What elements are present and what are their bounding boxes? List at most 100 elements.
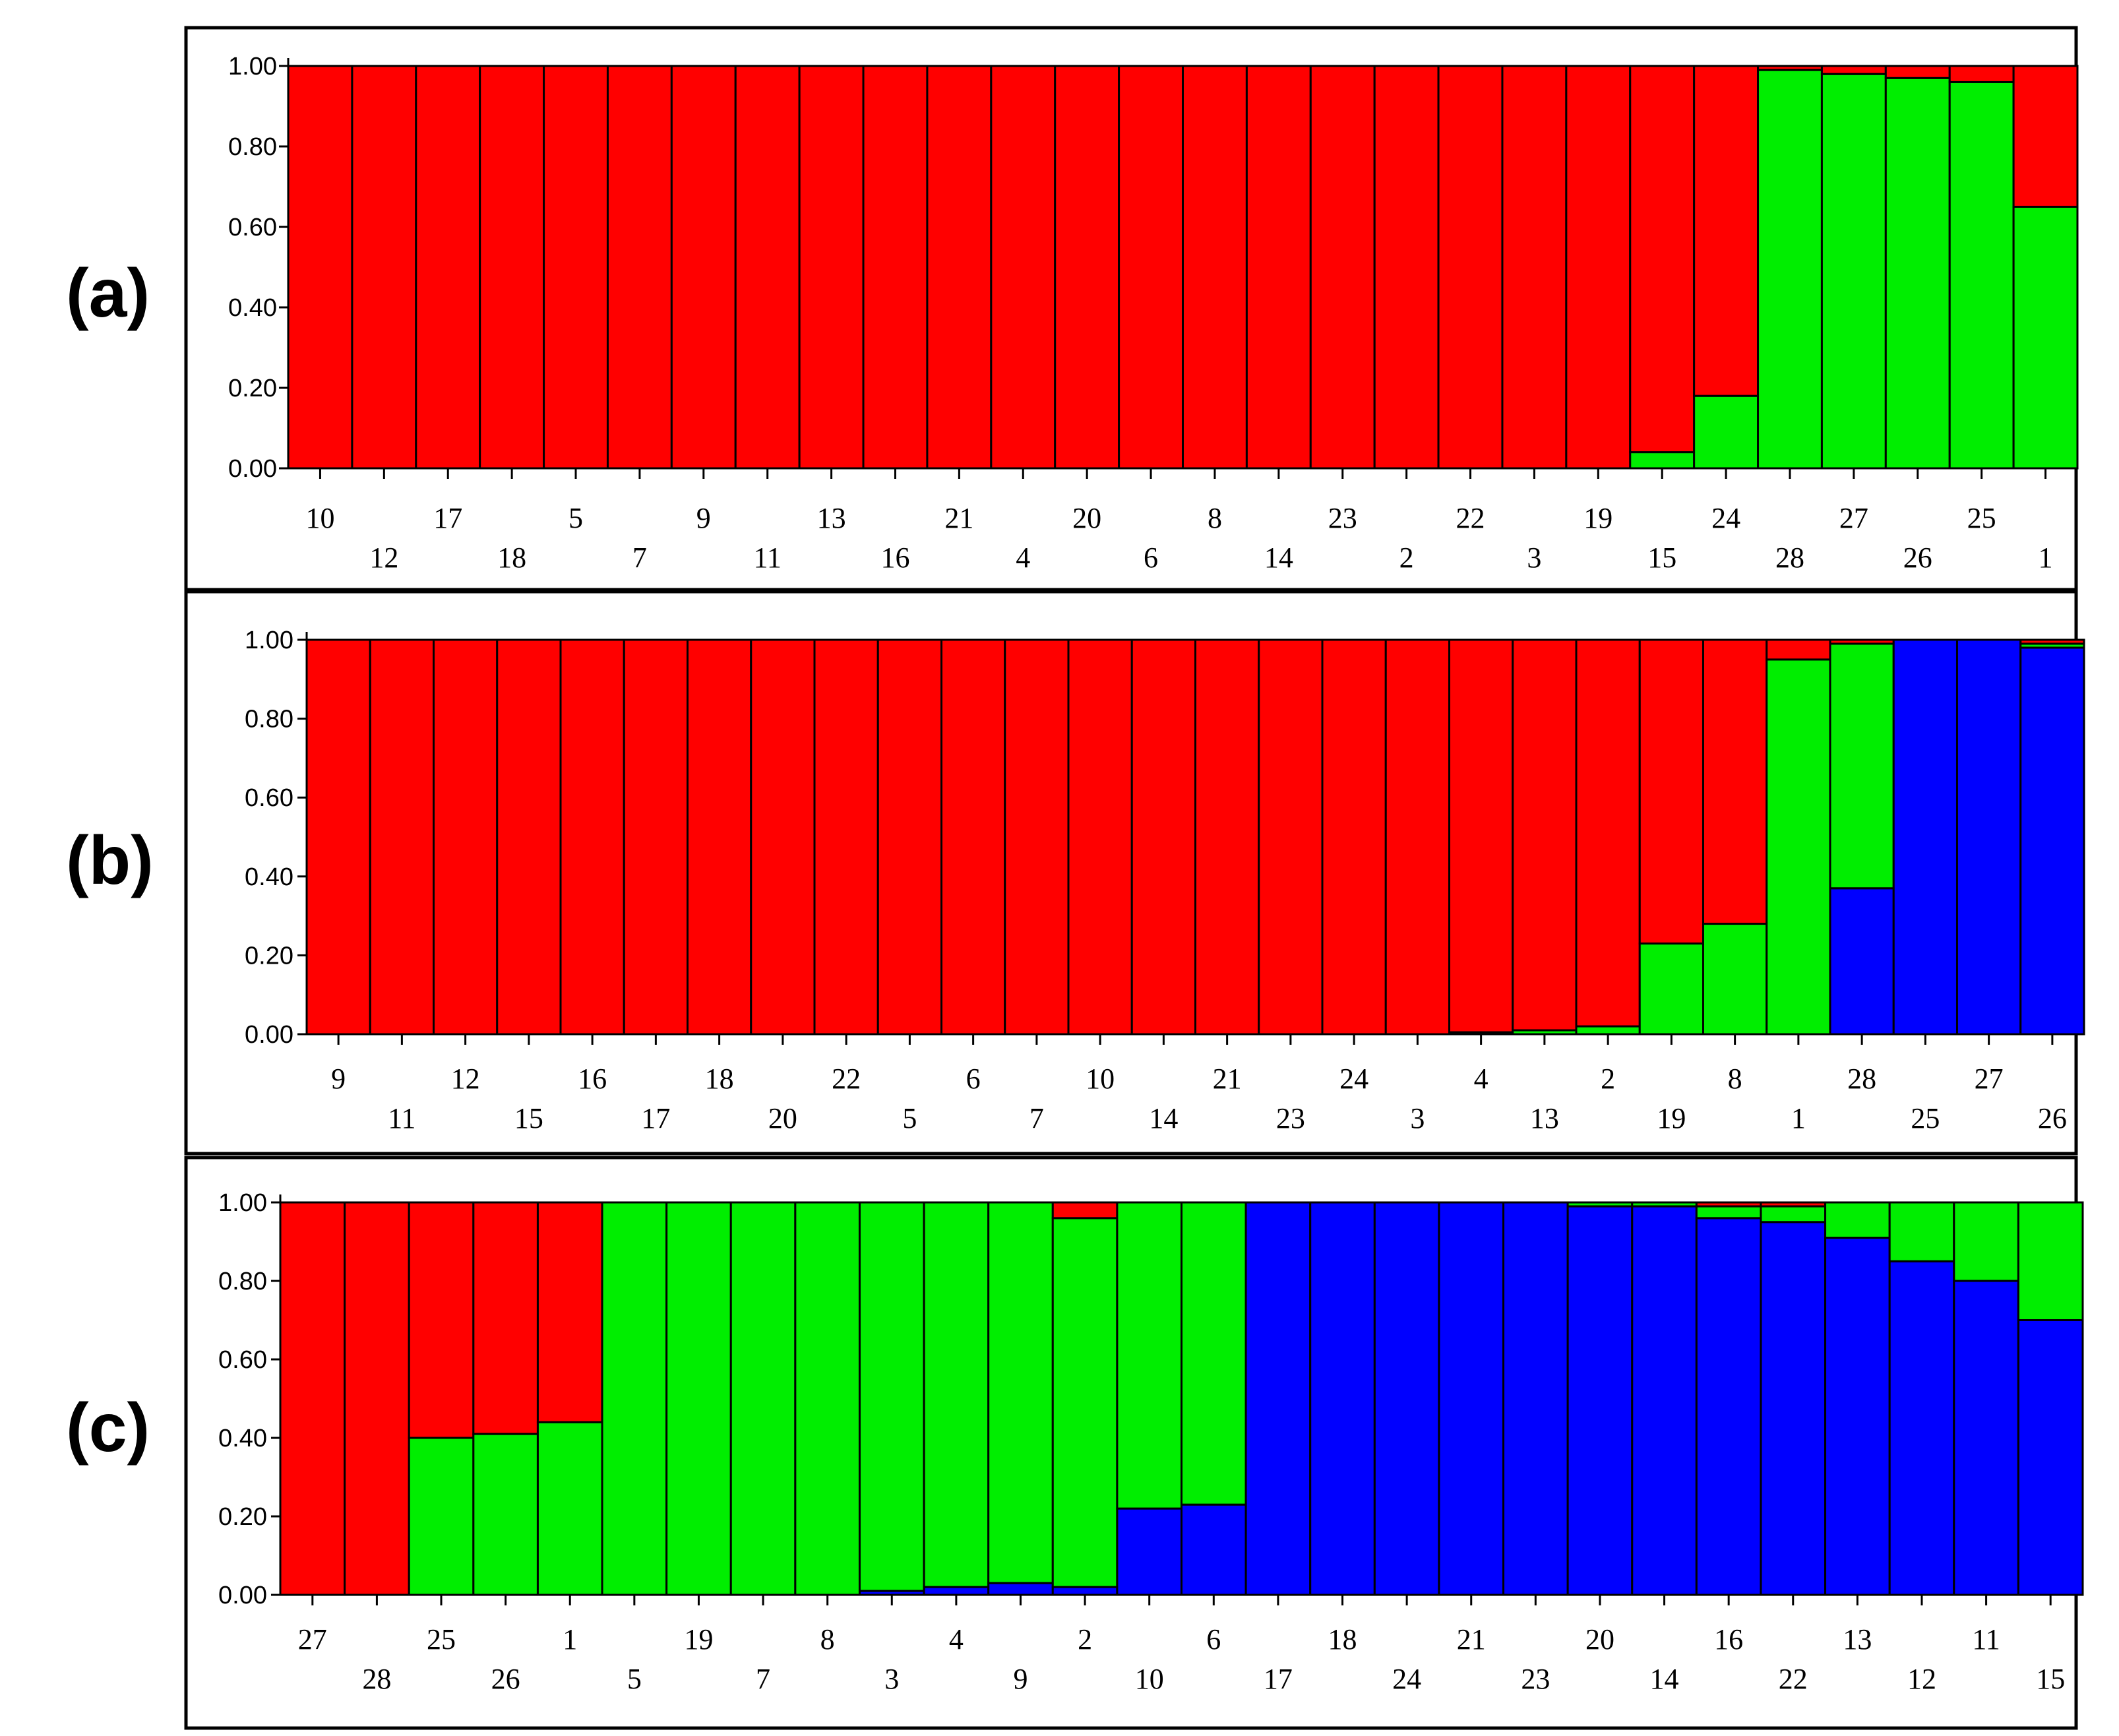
bar-segment-red — [862, 65, 929, 470]
bar-segment-red — [1054, 65, 1121, 470]
category-label: 15 — [1647, 542, 1676, 574]
bar-segment-blue — [1956, 638, 2022, 1036]
bar-segment-red — [687, 638, 752, 1036]
y-tick-label: 1.00 — [228, 53, 277, 80]
category-label: 5 — [568, 502, 583, 534]
category-label: 21 — [1213, 1063, 1242, 1095]
y-tick-label: 1.00 — [218, 1189, 267, 1217]
y-tick-label: 0.00 — [228, 455, 277, 483]
category-label: 23 — [1276, 1102, 1305, 1134]
bar-segment-green — [1051, 1217, 1119, 1588]
bar-segment-red — [344, 1201, 410, 1596]
bar-segment-green — [1757, 69, 1823, 470]
bar-segment-blue — [1373, 1201, 1440, 1596]
category-label: 17 — [1264, 1663, 1293, 1695]
bar-segment-blue — [987, 1582, 1054, 1596]
bar-segment-red — [623, 638, 689, 1036]
category-label: 25 — [1911, 1102, 1940, 1134]
bar-segment-green — [1116, 1201, 1182, 1510]
category-label: 5 — [627, 1663, 642, 1695]
category-label: 28 — [1847, 1063, 1876, 1095]
y-tick-label: 0.40 — [218, 1425, 267, 1452]
category-label: 25 — [427, 1623, 456, 1656]
bar-segment-green — [1888, 1201, 1955, 1262]
bar-segment-blue — [1760, 1221, 1827, 1596]
category-label: 3 — [1410, 1102, 1425, 1134]
category-label: 9 — [1013, 1663, 1028, 1695]
category-label: 3 — [884, 1663, 899, 1695]
bar-segment-green — [408, 1437, 475, 1596]
bar-segment-red — [1638, 638, 1704, 945]
y-tick-label: 0.00 — [245, 1021, 293, 1049]
bar-segment-red — [415, 65, 481, 470]
bar-segment-green — [1702, 923, 1768, 1036]
bar-segment-red — [1501, 65, 1568, 470]
category-label: 14 — [1264, 542, 1293, 574]
bar-segment-green — [1829, 642, 1895, 890]
bar-segment-red — [1512, 638, 1578, 1032]
category-label: 1 — [1791, 1102, 1806, 1134]
bar-segment-red — [813, 638, 879, 1036]
bar-segment-green — [1695, 1205, 1762, 1220]
bar-segment-green — [794, 1201, 861, 1596]
y-tick-label: 0.20 — [228, 375, 277, 402]
bar-segment-red — [798, 65, 865, 470]
category-label: 23 — [1521, 1663, 1550, 1695]
category-label: 28 — [1775, 542, 1804, 574]
category-label: 18 — [1328, 1623, 1357, 1656]
category-label: 2 — [1601, 1063, 1615, 1095]
bar-segment-red — [606, 65, 673, 470]
bar-segment-green — [1181, 1201, 1247, 1506]
bar-segment-red — [433, 638, 499, 1036]
category-label: 27 — [1839, 502, 1868, 534]
bar-segment-red — [1565, 65, 1632, 470]
category-label: 22 — [1779, 1663, 1808, 1695]
y-tick-label: 0.80 — [228, 133, 277, 161]
bar-segment-blue — [1181, 1503, 1247, 1596]
category-label: 6 — [966, 1063, 981, 1095]
bar-segment-red — [496, 638, 562, 1036]
bar-segment-blue — [1116, 1507, 1182, 1596]
category-label: 11 — [754, 542, 782, 574]
bar-segment-red — [1258, 638, 1324, 1036]
bar-segment-green — [1693, 394, 1760, 470]
category-label: 27 — [1975, 1063, 2004, 1095]
y-tick-label: 0.80 — [218, 1268, 267, 1295]
bar-segment-red — [734, 65, 801, 470]
bar-segment-red — [1437, 65, 1504, 470]
category-label: 20 — [768, 1102, 797, 1134]
bar-segment-blue — [1829, 887, 1895, 1036]
bar-segment-red — [926, 65, 993, 470]
category-label: 16 — [880, 542, 909, 574]
bar-segment-red — [1182, 65, 1248, 470]
bar-segment-red — [287, 65, 353, 470]
category-label: 19 — [1583, 502, 1612, 534]
category-label: 13 — [1843, 1623, 1872, 1656]
category-label: 26 — [491, 1663, 520, 1695]
panel-1: (a)0.000.200.400.600.801.001012171857911… — [66, 26, 2079, 592]
category-label: 23 — [1328, 502, 1357, 534]
y-tick-label: 0.80 — [245, 706, 293, 733]
category-label: 19 — [684, 1623, 713, 1656]
category-label: 25 — [1967, 502, 1996, 534]
bar-segment-green — [601, 1201, 668, 1596]
bar-segment-red — [351, 65, 417, 470]
bar-segment-blue — [1309, 1201, 1376, 1596]
category-label: 17 — [433, 502, 462, 534]
category-label: 8 — [1728, 1063, 1742, 1095]
category-label: 4 — [1016, 542, 1030, 574]
category-label: 10 — [305, 502, 334, 534]
category-label: 1 — [2039, 542, 2053, 574]
bar-segment-blue — [1244, 1201, 1312, 1596]
category-label: 18 — [705, 1063, 734, 1095]
bar-segment-red — [990, 65, 1057, 470]
y-tick-label: 0.60 — [245, 784, 293, 812]
category-label: 8 — [820, 1623, 835, 1656]
bar-segment-green — [729, 1201, 797, 1596]
category-label: 7 — [1029, 1102, 1044, 1134]
category-label: 9 — [331, 1063, 346, 1095]
bar-segment-red — [1067, 638, 1133, 1036]
bar-segment-red — [305, 638, 371, 1036]
category-label: 21 — [944, 502, 973, 534]
bar-segment-green — [1629, 451, 1696, 470]
